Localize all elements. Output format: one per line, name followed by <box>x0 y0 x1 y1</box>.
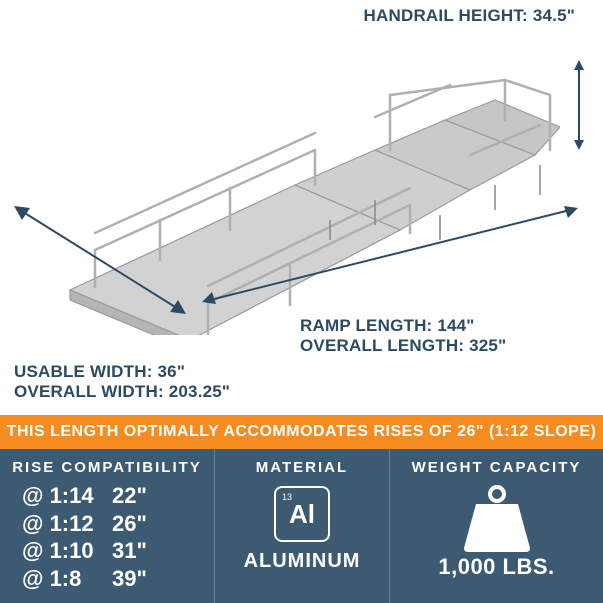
weight-icon <box>458 484 536 552</box>
material-column: MATERIAL 13 Al ALUMINUM <box>215 449 390 603</box>
weight-title: WEIGHT CAPACITY <box>412 459 582 476</box>
rise-table: @ 1:14 22" @ 1:12 26" @ 1:10 31" @ 1:8 3… <box>0 482 214 592</box>
rise-row: @ 1:14 22" <box>22 482 192 510</box>
weight-capacity-column: WEIGHT CAPACITY 1,000 LBS. <box>390 449 603 603</box>
slope-banner: THIS LENGTH OPTIMALLY ACCOMMODATES RISES… <box>0 415 603 449</box>
rise-ratio: @ 1:10 <box>22 537 112 565</box>
material-title: MATERIAL <box>256 459 348 476</box>
overall-length-label: OVERALL LENGTH: 325" <box>300 336 506 356</box>
atomic-number: 13 <box>282 492 292 502</box>
rise-ratio: @ 1:8 <box>22 565 112 593</box>
rise-ratio: @ 1:14 <box>22 482 112 510</box>
element-tile-icon: 13 Al <box>274 486 330 542</box>
diagram-area: HANDRAIL HEIGHT: 34.5" <box>0 0 603 415</box>
weight-label: 1,000 LBS. <box>438 554 554 580</box>
slope-banner-text: THIS LENGTH OPTIMALLY ACCOMMODATES RISES… <box>7 423 597 441</box>
rise-row: @ 1:10 31" <box>22 537 192 565</box>
usable-width-label: USABLE WIDTH: 36" <box>14 362 185 382</box>
rise-row: @ 1:12 26" <box>22 510 192 538</box>
ramp-length-label: RAMP LENGTH: 144" <box>300 316 475 336</box>
rise-value: 31" <box>112 537 147 565</box>
rise-value: 26" <box>112 510 147 538</box>
specs-panel: RISE COMPATIBILITY @ 1:14 22" @ 1:12 26"… <box>0 449 603 603</box>
overall-width-label: OVERALL WIDTH: 203.25" <box>14 382 230 402</box>
handrail-dim-line <box>571 60 587 150</box>
rise-value: 39" <box>112 565 147 593</box>
rise-row: @ 1:8 39" <box>22 565 192 593</box>
width-dim-line <box>10 200 190 320</box>
length-dim-line <box>200 200 580 310</box>
rise-compatibility-column: RISE COMPATIBILITY @ 1:14 22" @ 1:12 26"… <box>0 449 215 603</box>
rise-ratio: @ 1:12 <box>22 510 112 538</box>
element-symbol: Al <box>289 499 315 530</box>
rise-title: RISE COMPATIBILITY <box>12 459 202 476</box>
material-label: ALUMINUM <box>244 550 361 573</box>
rise-value: 22" <box>112 482 147 510</box>
handrail-height-label: HANDRAIL HEIGHT: 34.5" <box>364 6 575 26</box>
